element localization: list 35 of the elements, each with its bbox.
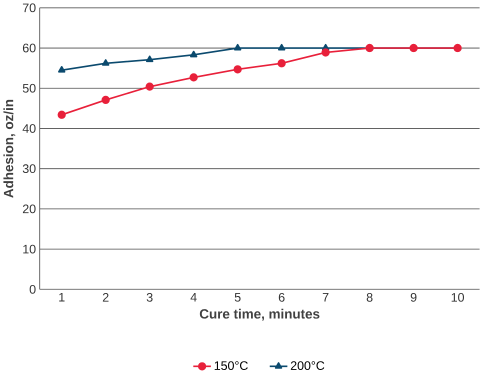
point [146, 82, 154, 91]
x-tick-label: 3 [146, 293, 153, 302]
y-axis-title: Adhesion, oz/in [3, 100, 16, 198]
x-tick-label: 5 [234, 293, 241, 302]
legend-label: 150°C [214, 361, 248, 370]
point [234, 65, 242, 74]
point [190, 73, 198, 82]
point [102, 96, 110, 104]
y-tick-label: 60 [22, 44, 36, 53]
point [102, 59, 110, 66]
point [146, 56, 154, 62]
x-tick-label: 9 [410, 293, 416, 302]
y-tick-label: 50 [22, 84, 36, 93]
x-tick-label: 1 [59, 293, 65, 302]
point [234, 44, 242, 51]
x-tick-label: 7 [322, 293, 328, 302]
x-axis-title: Cure time, minutes [200, 309, 320, 321]
point [190, 50, 198, 58]
y-tick-label: 20 [22, 204, 36, 214]
legend-label: 200°C [290, 361, 324, 370]
x-tick-label: 6 [278, 293, 285, 302]
x-tick-label: 10 [452, 293, 464, 302]
point [322, 48, 330, 57]
point [278, 44, 286, 51]
point [278, 59, 286, 68]
y-tick-label: 0 [30, 285, 36, 294]
x-tick-label: 4 [190, 293, 197, 302]
y-tick-label: 70 [22, 4, 36, 12]
y-tick-label: 40 [22, 124, 36, 134]
point [58, 110, 66, 120]
x-tick-label: 8 [366, 293, 373, 302]
x-tick-label: 2 [102, 293, 109, 302]
y-tick-label: 10 [23, 244, 36, 254]
point [58, 66, 66, 73]
y-tick-label: 30 [22, 164, 36, 174]
